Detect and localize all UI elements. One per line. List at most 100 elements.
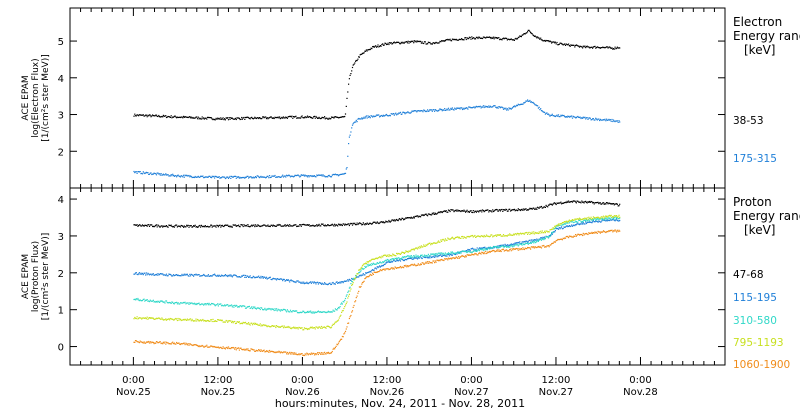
data-point — [298, 326, 300, 328]
data-point — [189, 302, 191, 304]
data-point — [530, 32, 532, 34]
data-point — [585, 117, 587, 119]
data-point — [289, 281, 291, 283]
data-point — [504, 108, 506, 110]
data-point — [143, 115, 145, 117]
data-point — [542, 207, 544, 209]
data-point — [334, 310, 336, 312]
data-point — [546, 245, 548, 247]
data-point — [385, 260, 388, 262]
data-point — [535, 104, 537, 106]
data-point — [617, 216, 619, 218]
data-point — [356, 276, 358, 278]
data-point — [324, 224, 326, 226]
data-point — [361, 117, 363, 119]
data-point — [417, 110, 419, 112]
data-point — [146, 274, 148, 276]
data-point — [581, 117, 583, 119]
data-point — [275, 225, 277, 227]
data-point — [521, 248, 523, 251]
data-point — [141, 318, 143, 320]
data-point — [371, 274, 373, 276]
data-point — [205, 176, 207, 178]
data-point — [293, 116, 295, 118]
data-point — [289, 327, 292, 329]
x-tick-date: Nov.27 — [539, 387, 574, 398]
data-point — [179, 175, 181, 178]
data-point — [498, 249, 500, 251]
data-point — [498, 37, 500, 39]
data-point — [389, 114, 391, 116]
data-point — [188, 303, 190, 305]
data-point — [306, 224, 309, 226]
data-point — [537, 232, 539, 234]
data-point — [151, 341, 153, 343]
data-point — [583, 219, 585, 221]
data-point — [181, 273, 183, 275]
data-point — [389, 260, 391, 262]
data-point — [379, 265, 381, 267]
data-point — [476, 210, 478, 212]
data-point — [596, 220, 598, 223]
data-point — [145, 342, 147, 344]
data-point — [369, 117, 371, 119]
data-point — [474, 249, 476, 251]
data-point — [496, 246, 498, 248]
data-point — [425, 213, 427, 215]
data-point — [341, 224, 343, 226]
data-point — [167, 174, 169, 176]
data-point — [249, 226, 251, 228]
data-point — [571, 224, 573, 226]
data-point — [436, 242, 438, 244]
data-point — [296, 174, 299, 176]
data-point — [451, 257, 453, 259]
data-point — [289, 353, 292, 355]
data-point — [612, 48, 614, 50]
data-point — [311, 225, 313, 227]
data-point — [420, 40, 422, 43]
data-point — [484, 210, 486, 212]
data-point — [578, 223, 580, 225]
data-point — [437, 110, 440, 112]
data-point — [165, 319, 168, 321]
data-point — [506, 235, 508, 237]
data-point — [408, 257, 410, 260]
data-point — [601, 119, 603, 121]
data-point — [367, 265, 369, 267]
data-point — [238, 225, 240, 228]
data-point — [497, 234, 499, 236]
data-point — [218, 274, 220, 276]
data-point — [483, 246, 485, 249]
data-point — [588, 46, 590, 48]
data-point — [530, 239, 532, 241]
data-point — [516, 105, 519, 107]
data-point — [138, 114, 140, 116]
data-point — [595, 47, 597, 49]
data-point — [365, 272, 367, 274]
data-point — [496, 235, 498, 237]
data-point — [511, 234, 513, 236]
data-point — [420, 216, 422, 218]
data-point — [221, 319, 223, 321]
data-point — [238, 224, 240, 226]
data-point — [244, 116, 247, 119]
data-point — [265, 225, 268, 227]
data-point — [595, 216, 598, 219]
data-point — [540, 246, 542, 248]
data-point — [221, 118, 223, 120]
data-point — [235, 177, 237, 179]
data-point — [410, 112, 412, 114]
data-point — [417, 263, 419, 265]
data-point — [313, 282, 315, 284]
data-point — [515, 209, 517, 211]
data-point — [600, 203, 602, 205]
data-point — [619, 219, 621, 222]
data-point — [312, 175, 314, 177]
data-point — [143, 272, 145, 274]
data-point — [193, 320, 195, 322]
data-point — [309, 175, 311, 177]
data-point — [491, 36, 493, 39]
data-point — [445, 109, 447, 111]
